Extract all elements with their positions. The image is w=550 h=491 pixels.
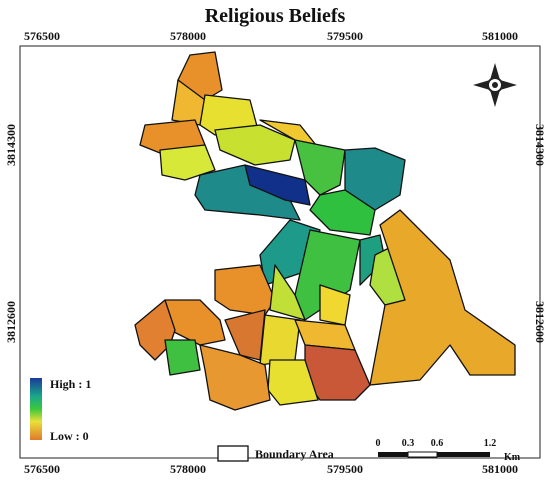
x-coordinate: 579500 xyxy=(327,29,363,43)
legend-high: High : 1 xyxy=(50,377,91,391)
scale-label: 0.3 xyxy=(402,438,415,449)
districts xyxy=(134,51,516,411)
north-arrow xyxy=(473,63,517,107)
x-coordinate: 581000 xyxy=(482,462,518,476)
x-coordinate: 581000 xyxy=(482,29,518,43)
scale-unit: Km xyxy=(504,452,521,463)
y-coordinate: 3814300 xyxy=(533,124,547,166)
x-coordinate: 576500 xyxy=(24,462,60,476)
x-coordinate: 578000 xyxy=(170,462,206,476)
boundary-swatch xyxy=(217,445,249,462)
scale-label: 0 xyxy=(376,438,381,449)
scale-label: 0.6 xyxy=(431,438,444,449)
boundary-label: Boundary Area xyxy=(255,447,334,461)
legend-low: Low : 0 xyxy=(50,429,89,443)
x-coordinate: 576500 xyxy=(24,29,60,43)
y-coordinate: 3812600 xyxy=(533,301,547,343)
x-coordinate: 579500 xyxy=(327,462,363,476)
coordinates: 576500 578000 579500 581000 576500 57800… xyxy=(4,29,547,476)
x-coordinate: 578000 xyxy=(170,29,206,43)
y-coordinate: 3812600 xyxy=(4,301,18,343)
scale-bar: 0 0.3 0.6 1.2 Km xyxy=(376,438,521,463)
map-frame xyxy=(19,45,541,459)
legend-gradient xyxy=(30,378,42,440)
title: Religious Beliefs xyxy=(205,5,346,27)
scale-label: 1.2 xyxy=(484,438,497,449)
y-coordinate: 3814300 xyxy=(4,124,18,166)
